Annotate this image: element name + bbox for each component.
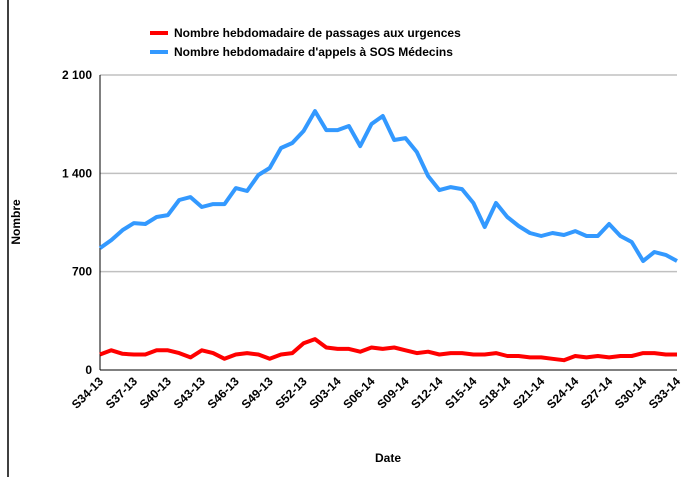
x-tick-label: S06-14 [340,374,377,411]
x-tick-label: S27-14 [578,374,615,411]
x-tick-label: S09-14 [374,374,411,411]
x-tick-label: S03-14 [306,374,343,411]
x-tick-label: S43-13 [171,374,208,411]
x-tick-label: S18-14 [476,374,513,411]
x-tick-label: S24-14 [544,374,581,411]
x-tick-label: S40-13 [137,374,174,411]
x-tick-label: S21-14 [510,374,547,411]
x-tick-label: S46-13 [205,374,242,411]
x-tick-label: S15-14 [442,374,479,411]
x-tick-label: S12-14 [408,374,445,411]
x-tick-label: S30-14 [612,374,649,411]
x-tick-label: S37-13 [103,374,140,411]
y-axis-label: Nombre [9,199,23,245]
x-tick-label: S49-13 [239,374,276,411]
x-tick-label: S52-13 [273,374,310,411]
series-line [98,109,678,263]
y-tick-label: 2 100 [62,68,92,82]
x-tick-label: S33-14 [646,374,683,411]
y-tick-label: 1 400 [62,166,92,180]
series-line [99,337,677,363]
x-axis-label: Date [375,451,401,465]
legend-label: Nombre hebdomadaire d'appels à SOS Médec… [174,45,453,59]
x-tick-label: S34-13 [69,374,106,411]
y-tick-label: 0 [85,363,92,377]
legend-label: Nombre hebdomadaire de passages aux urge… [174,26,461,40]
y-tick-label: 700 [72,265,92,279]
